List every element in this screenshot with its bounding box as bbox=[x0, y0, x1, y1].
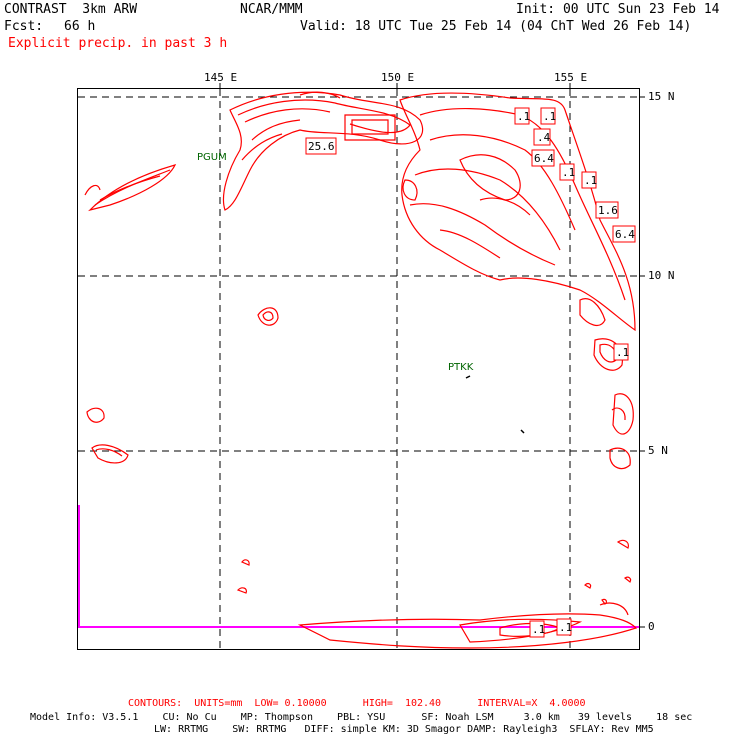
contour-label: 1.6 bbox=[598, 204, 618, 217]
lat-tick-label: 15 N bbox=[648, 90, 675, 103]
station-label: PTKK bbox=[448, 362, 474, 373]
contour-equator-band bbox=[297, 602, 638, 649]
contour-cell-west-2 bbox=[91, 444, 129, 464]
contour-label: .1 bbox=[616, 346, 629, 359]
contour-label: .1 bbox=[584, 174, 597, 187]
contour-cell-central-inner bbox=[262, 311, 274, 321]
lat-tick-label: 10 N bbox=[648, 269, 675, 282]
center-title: NCAR/MMM bbox=[240, 2, 303, 17]
lon-tick-label: 150 E bbox=[381, 71, 415, 84]
contour-label-box bbox=[613, 343, 629, 361]
contour-label: 6.4 bbox=[534, 152, 554, 165]
contour-label-box bbox=[556, 618, 572, 636]
lon-tick-label: 145 E bbox=[204, 71, 238, 84]
contours-info: CONTOURS: UNITS=mm LOW= 0.10000 HIGH= 10… bbox=[128, 698, 586, 709]
contour-northeast-area bbox=[399, 92, 636, 332]
contour-label: .1 bbox=[517, 110, 530, 123]
contour-north-band bbox=[222, 91, 424, 211]
contour-label-box bbox=[559, 163, 575, 181]
contour-label-group: .1 .1 .4 6.4 .1 .1 1.6 6.4 .1 25.6 .1 .1 bbox=[305, 107, 636, 638]
contour-cell-west-3 bbox=[95, 448, 123, 457]
model-title: CONTRAST 3km ARW bbox=[4, 2, 138, 17]
domain-boundary bbox=[78, 505, 639, 628]
lon-tick-label: 155 E bbox=[554, 71, 588, 84]
contour-label: .1 bbox=[559, 621, 572, 634]
contour-label-box bbox=[540, 107, 556, 125]
station-label: PGUM bbox=[197, 152, 227, 163]
contour-label: 25.6 bbox=[308, 140, 335, 153]
contour-cell-central bbox=[257, 307, 279, 326]
contour-label-box bbox=[533, 128, 551, 146]
contour-label-box bbox=[531, 149, 555, 167]
model-info-line-1: Model Info: V3.5.1 CU: No Cu MP: Thompso… bbox=[30, 712, 693, 723]
station-marker bbox=[465, 375, 471, 379]
field-title: Explicit precip. in past 3 h bbox=[8, 36, 228, 51]
contour-label-box bbox=[529, 620, 545, 638]
contour-west-band bbox=[84, 164, 177, 212]
forecast-label: Fcst: bbox=[4, 19, 44, 34]
island-marker bbox=[520, 429, 525, 434]
contour-label-box bbox=[595, 201, 619, 219]
forecast-value: 66 h bbox=[64, 19, 96, 34]
contour-label: .4 bbox=[537, 131, 551, 144]
contour-label-box bbox=[514, 107, 530, 125]
valid-time: Valid: 18 UTC Tue 25 Feb 14 (04 ChT Wed … bbox=[300, 19, 692, 34]
contour-label: .1 bbox=[543, 110, 556, 123]
contour-label-box bbox=[581, 171, 597, 189]
contour-label-box bbox=[612, 225, 636, 243]
lat-tick-label: 5 N bbox=[648, 444, 668, 457]
contour-label: 6.4 bbox=[615, 228, 635, 241]
init-time: Init: 00 UTC Sun 23 Feb 14 bbox=[516, 2, 720, 17]
contour-label-box bbox=[305, 137, 337, 155]
contour-cell-west-1 bbox=[86, 407, 105, 423]
contour-label: .1 bbox=[532, 623, 545, 636]
model-info-line-2: LW: RRTMG SW: RRTMG DIFF: simple KM: 3D … bbox=[154, 724, 654, 735]
contour-label: .1 bbox=[562, 166, 575, 179]
map-frame bbox=[77, 88, 640, 650]
lat-tick-label: 0 bbox=[648, 620, 655, 633]
